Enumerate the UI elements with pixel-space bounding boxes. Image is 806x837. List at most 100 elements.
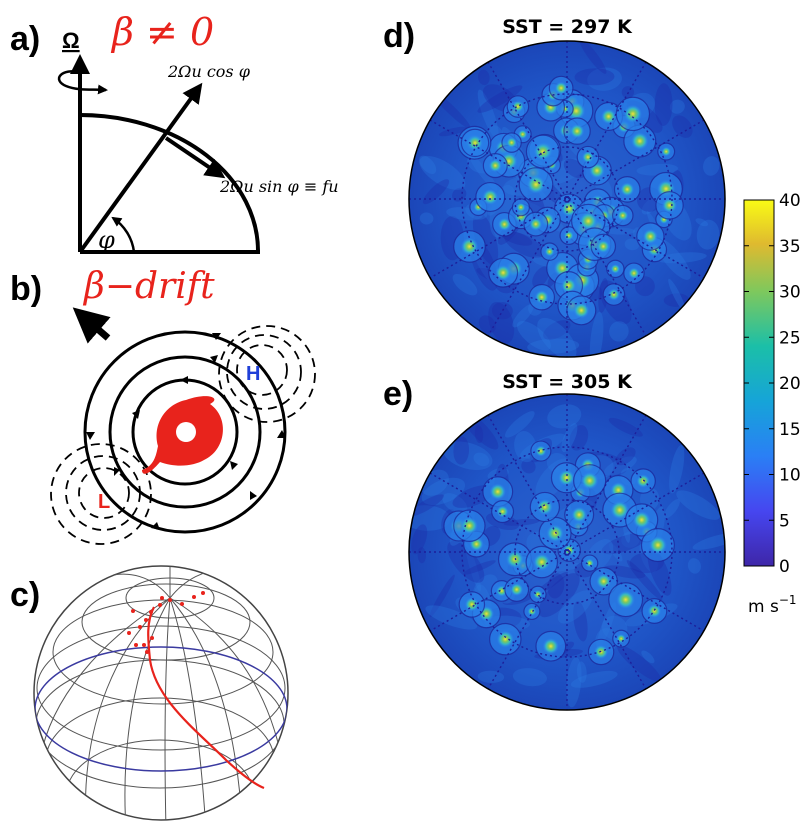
vortex-core	[632, 511, 651, 529]
vortex-core	[616, 590, 635, 609]
vortex-core	[529, 217, 543, 231]
colorbar-tick-label: 30	[779, 283, 801, 303]
vortex-core	[464, 597, 479, 612]
vortex-core	[569, 123, 585, 139]
panel-e-title: SST = 305 K	[502, 371, 633, 393]
field-texture	[532, 266, 550, 288]
field-texture	[474, 425, 484, 444]
field-texture	[477, 85, 523, 113]
cyclone-rings	[83, 330, 287, 534]
field-texture	[417, 547, 427, 564]
panel-c-label: c)	[10, 576, 40, 614]
vortex-core	[512, 100, 524, 113]
field-texture	[668, 278, 686, 313]
field-texture	[537, 317, 577, 357]
field-texture	[664, 499, 680, 519]
vortex-core	[585, 558, 595, 568]
vortex-core	[460, 517, 478, 535]
vortex-core	[628, 267, 640, 279]
cos-component-arrow	[78, 82, 203, 254]
earth-arc	[79, 113, 261, 253]
vortex-core	[596, 239, 610, 254]
track-scatter	[127, 591, 205, 654]
colorbar-tick-label: 15	[779, 420, 801, 440]
field-texture	[453, 436, 470, 465]
field-texture	[621, 531, 640, 548]
colorbar: 40 35 30 25 20 15 10 5 0 m s−1	[743, 191, 801, 617]
vortex-core	[601, 108, 617, 125]
field-texture	[521, 459, 536, 474]
high-label: H	[246, 363, 260, 385]
colorbar-tick-label: 5	[779, 511, 790, 531]
beta-nonzero-title: β ≠ 0	[110, 10, 214, 54]
sin-label: 2Ωu sin φ ≡ fu	[219, 177, 339, 196]
phi-angle-arc	[111, 216, 136, 253]
vortex-core	[580, 471, 599, 490]
field-texture	[422, 179, 450, 205]
colorbar-tick-label: 0	[779, 557, 790, 577]
field-texture	[601, 533, 648, 555]
high-gyre	[218, 325, 316, 423]
colorbar-tick-label: 10	[779, 466, 801, 486]
vortex-core	[610, 500, 630, 520]
field-texture	[687, 558, 701, 574]
vortex-core	[536, 498, 553, 516]
vortex-core	[535, 445, 547, 457]
panel-d-label: d)	[383, 17, 415, 55]
field-texture	[452, 273, 478, 296]
field-texture	[579, 41, 607, 74]
field-texture	[576, 661, 587, 683]
drift-direction-arrow	[72, 307, 111, 344]
field-texture	[609, 321, 629, 342]
vortex-core	[617, 209, 629, 222]
hurricane-icon	[142, 396, 223, 474]
vortex-core	[554, 81, 568, 95]
field-texture	[672, 115, 693, 138]
map-e-outline	[408, 393, 726, 711]
field-texture	[587, 67, 622, 91]
sin-component-arrow	[164, 136, 226, 179]
panel-e-label: e)	[383, 375, 413, 413]
field-texture	[615, 447, 636, 466]
rotation-sense-arrow	[57, 69, 108, 95]
field-texture	[447, 540, 485, 583]
field-texture	[589, 311, 604, 357]
vortex-core	[460, 237, 479, 256]
vortex-core	[497, 217, 511, 231]
panel-a: a) Ω β ≠ 0 2Ωu cos φ 2Ωu sin φ ≡ fu φ	[10, 10, 339, 254]
vortex-core	[542, 638, 559, 655]
field-texture	[596, 602, 617, 649]
map-d-field	[409, 41, 725, 357]
field-texture	[543, 320, 571, 340]
field-texture	[657, 252, 707, 264]
field-texture	[491, 302, 513, 320]
field-texture	[478, 315, 496, 334]
field-texture	[442, 493, 468, 514]
field-texture	[605, 227, 636, 235]
vortex-core	[620, 182, 635, 197]
vortex-core	[534, 290, 549, 305]
field-texture	[573, 600, 588, 642]
field-texture	[478, 69, 490, 86]
low-label: L	[98, 491, 110, 513]
field-texture	[516, 321, 551, 351]
vortex-core	[527, 607, 537, 616]
globe-outline	[33, 565, 289, 821]
vortex-core	[489, 483, 506, 500]
field-texture	[641, 198, 658, 215]
field-texture	[603, 565, 646, 579]
field-texture	[527, 338, 580, 354]
vortex-core	[636, 474, 650, 488]
vortex-core	[495, 264, 512, 281]
field-texture	[468, 153, 498, 191]
panel-e: e) SST = 305 K	[383, 371, 726, 711]
vortex-core	[642, 229, 658, 244]
field-texture	[676, 490, 720, 520]
vortex-core	[506, 137, 517, 148]
panel-d-title: SST = 297 K	[502, 16, 633, 38]
track-path	[147, 606, 265, 790]
field-texture	[566, 657, 582, 708]
vortex-core	[582, 151, 594, 164]
field-texture	[692, 532, 725, 550]
